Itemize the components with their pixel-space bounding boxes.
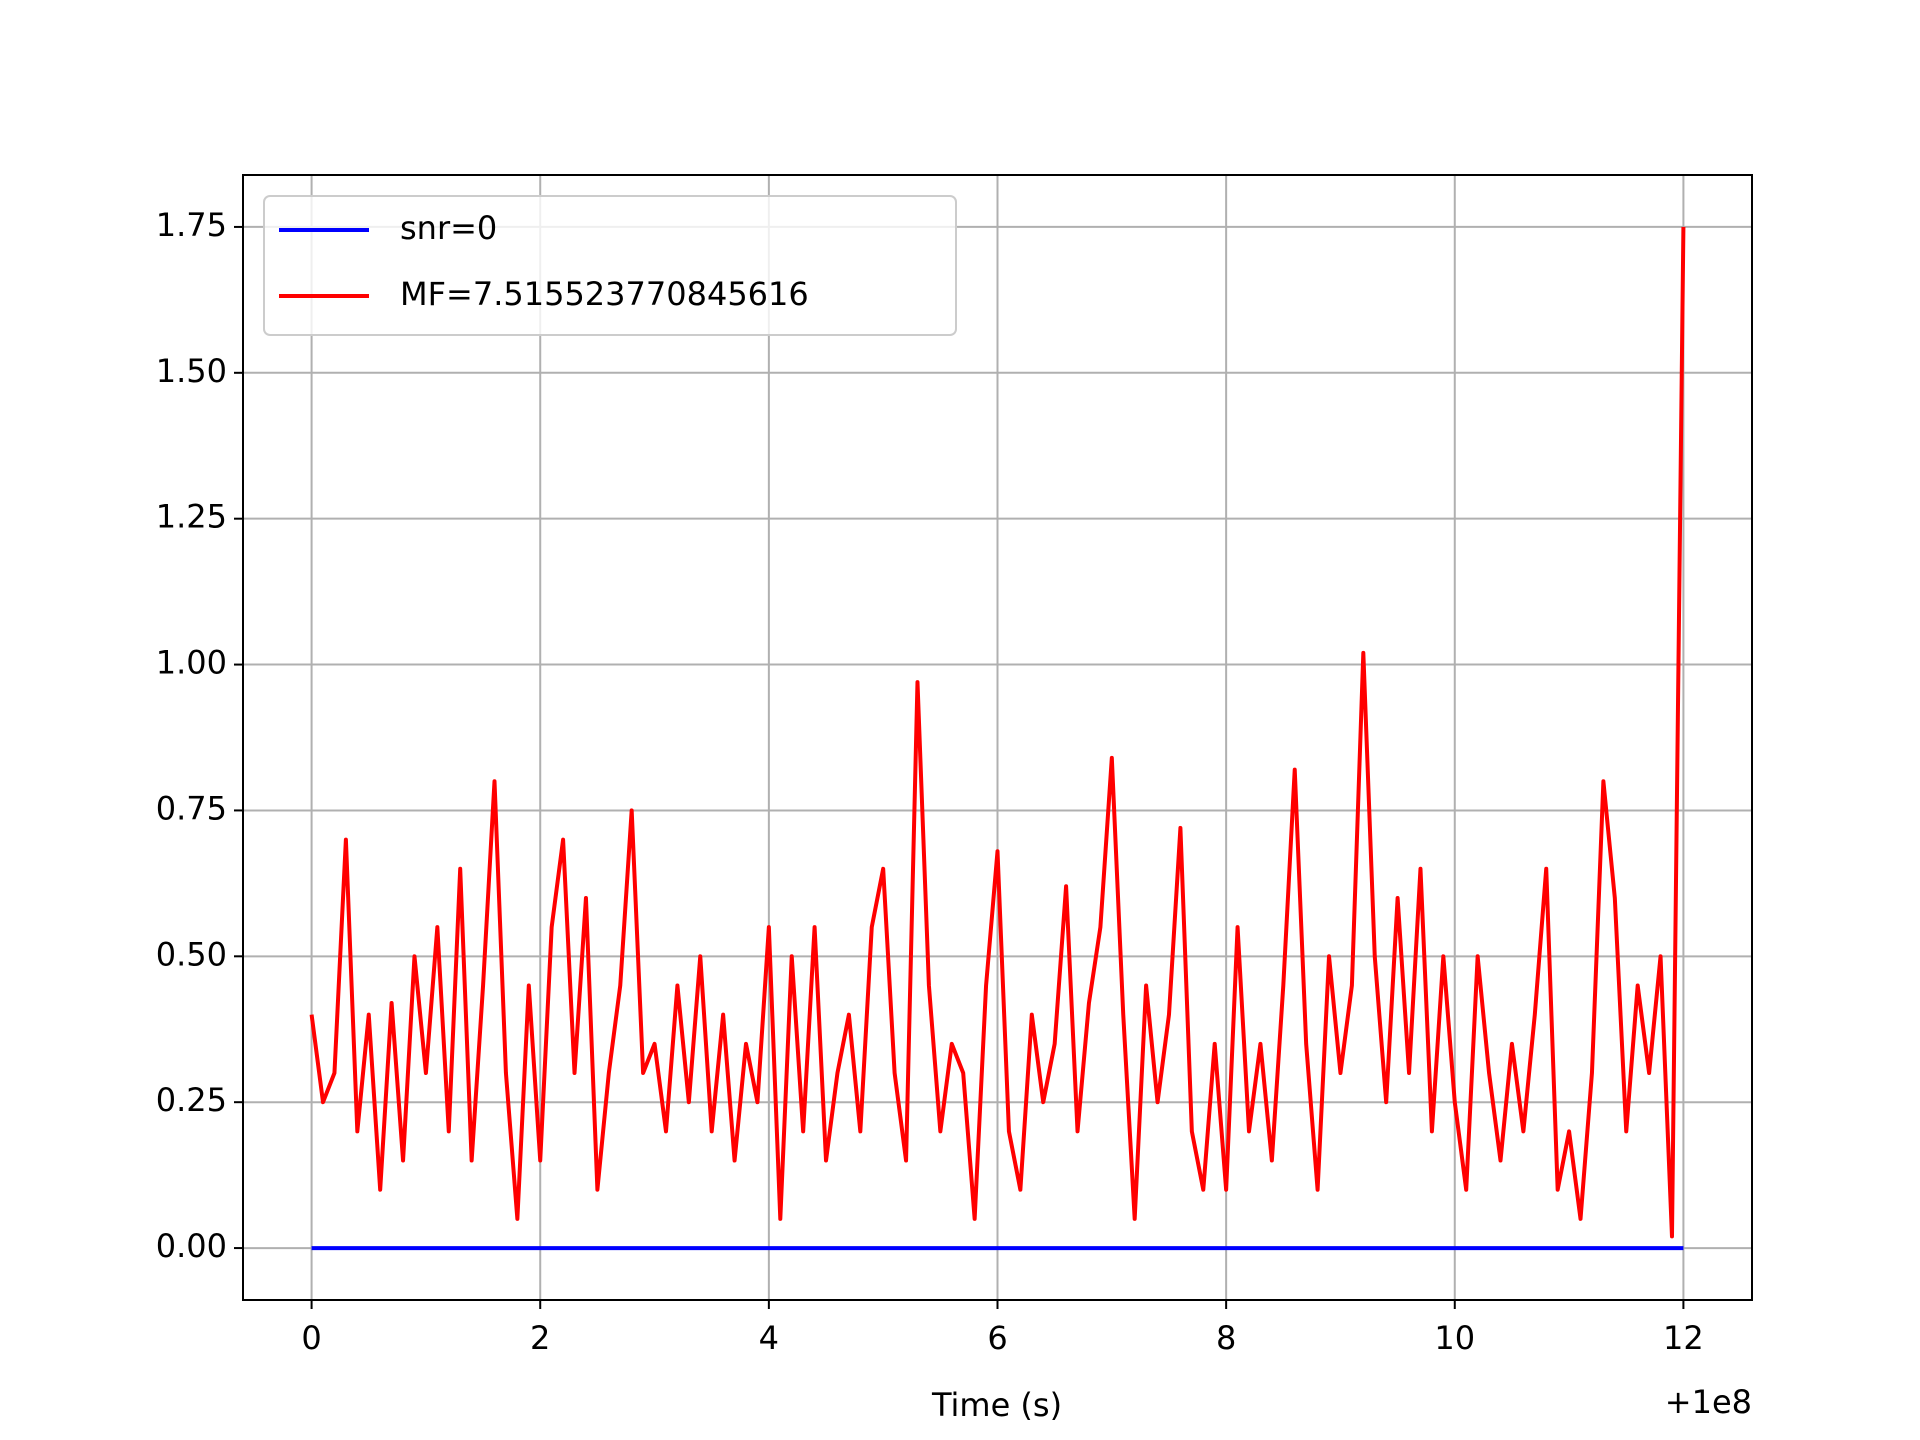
y-tick-label: 1.25 bbox=[156, 498, 227, 536]
legend-label: snr=0 bbox=[400, 209, 497, 247]
legend-label: MF=7.515523770845616 bbox=[400, 275, 809, 313]
y-tick-label: 0.00 bbox=[156, 1227, 227, 1265]
x-axis-label: Time (s) bbox=[931, 1386, 1062, 1424]
x-offset-label: +1e8 bbox=[1665, 1383, 1752, 1421]
x-tick-label: 8 bbox=[1216, 1319, 1236, 1357]
y-tick-label: 1.75 bbox=[156, 206, 227, 244]
line-series bbox=[309, 226, 1686, 1239]
legend-box bbox=[263, 195, 957, 336]
y-tick-label: 1.00 bbox=[156, 644, 227, 682]
y-tick-label: 0.25 bbox=[156, 1081, 227, 1119]
x-tick-label: 0 bbox=[301, 1319, 321, 1357]
y-tick-label: 0.50 bbox=[156, 935, 227, 973]
y-tick-label: 1.50 bbox=[156, 352, 227, 390]
y-tick-label: 0.75 bbox=[156, 789, 227, 827]
plot-frame bbox=[242, 174, 1753, 1301]
x-tick-label: 12 bbox=[1663, 1319, 1704, 1357]
x-tick-label: 10 bbox=[1434, 1319, 1475, 1357]
x-tick-label: 2 bbox=[530, 1319, 550, 1357]
x-tick-label: 6 bbox=[987, 1319, 1007, 1357]
x-tick-label: 4 bbox=[759, 1319, 779, 1357]
